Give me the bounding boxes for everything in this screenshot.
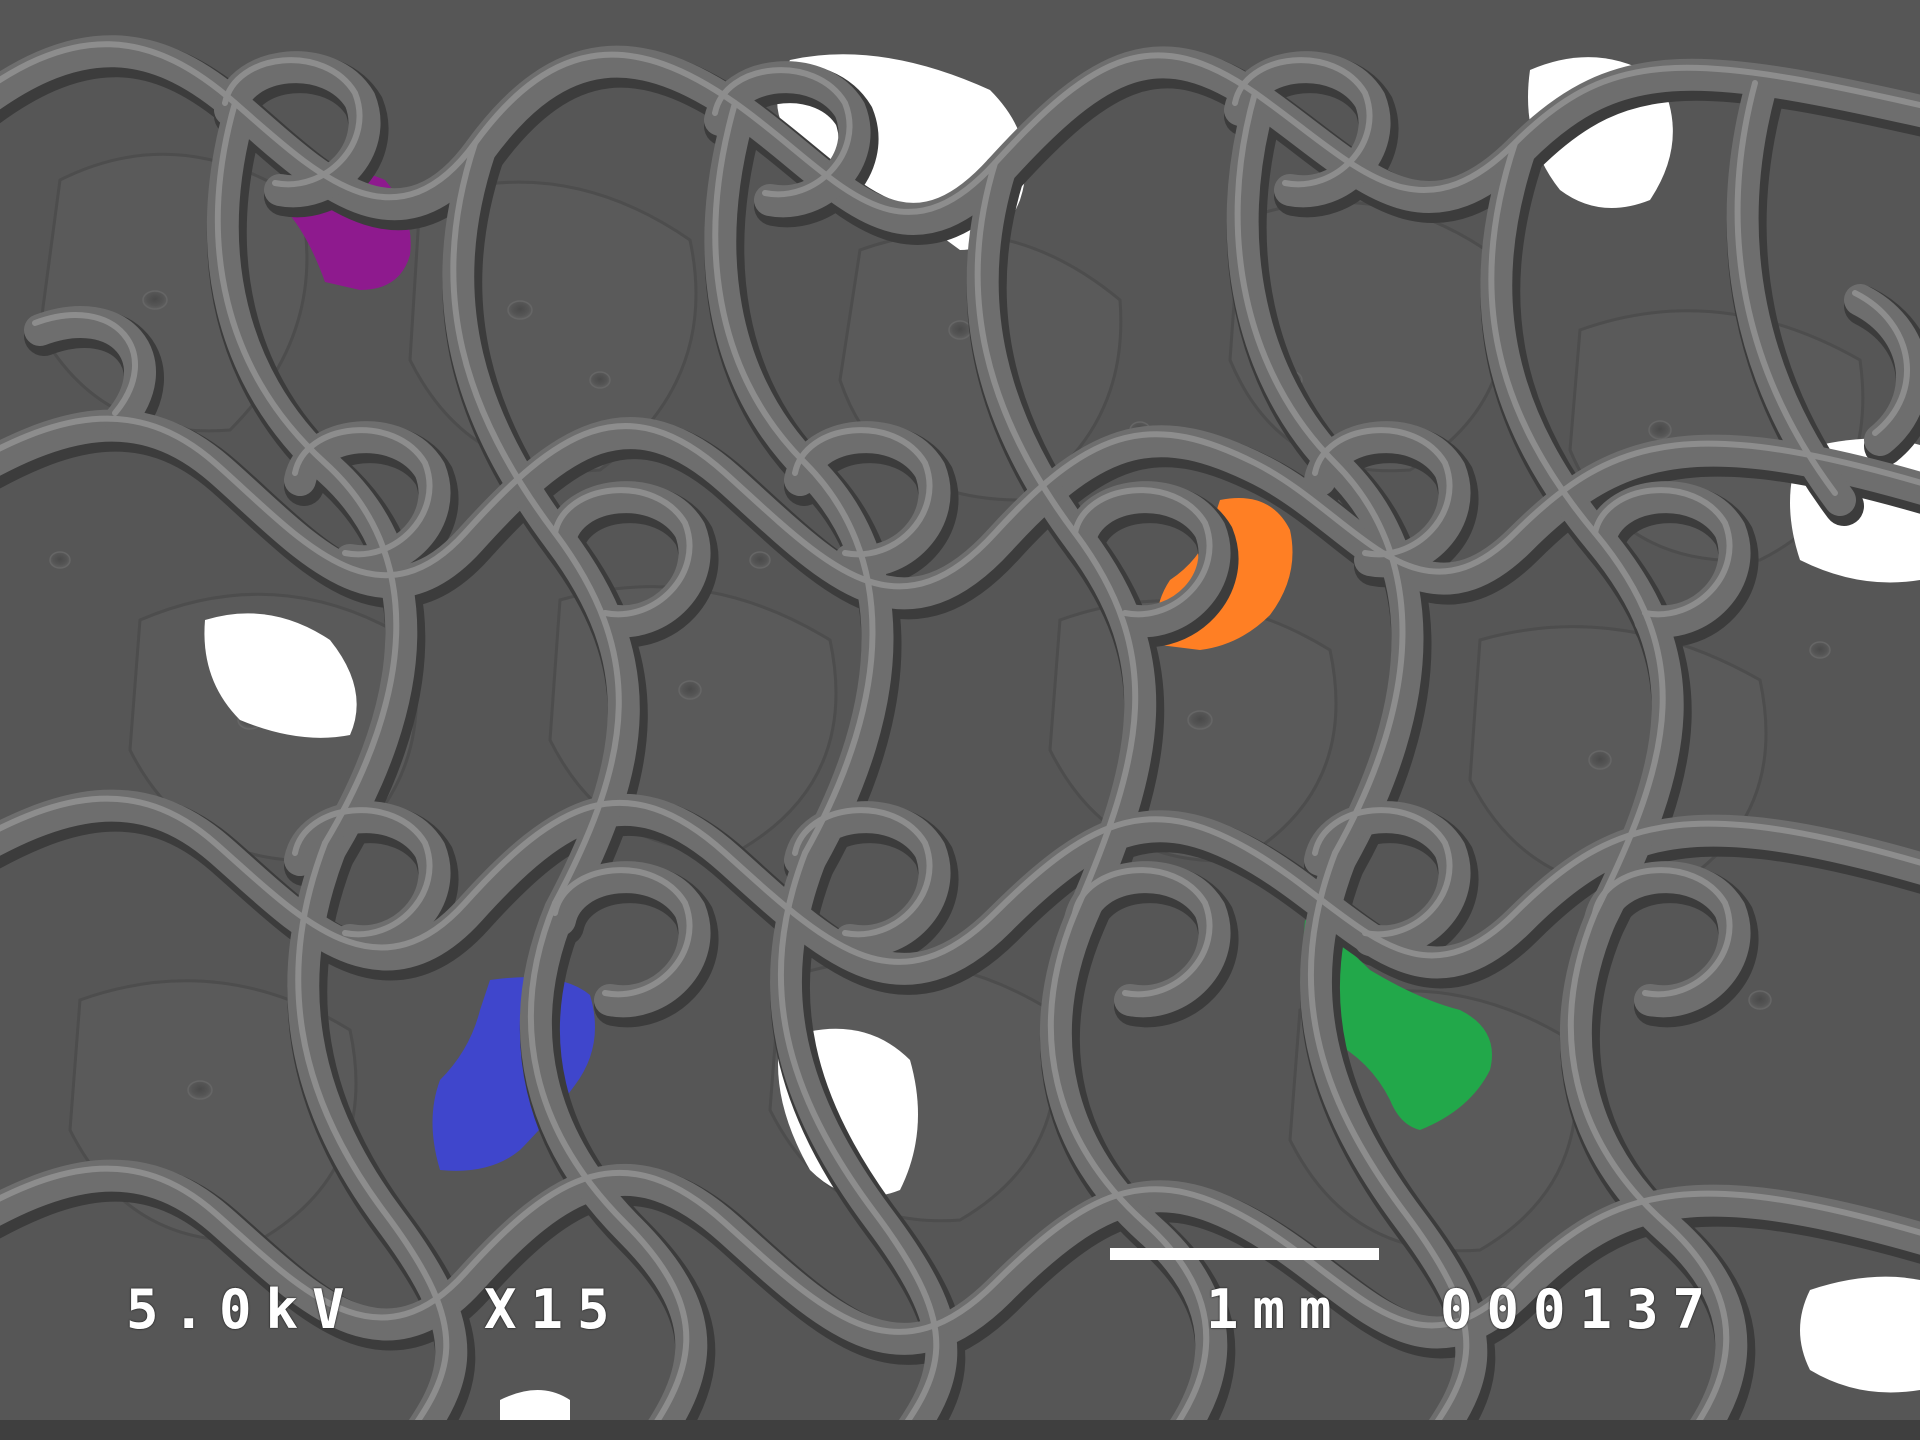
knit-fiber-strand xyxy=(1312,427,1453,558)
membrane-edge xyxy=(0,1420,1920,1440)
scale-bar xyxy=(1110,1248,1379,1260)
knit-fiber-strand xyxy=(0,795,1920,965)
knit-fiber-strand xyxy=(792,807,933,938)
knit-fiber-strand xyxy=(1312,807,1453,938)
scale-bar-label: 1mm xyxy=(1206,1278,1346,1341)
fiber-highlights xyxy=(0,41,1920,1440)
knit-fiber-strand xyxy=(0,1165,1920,1335)
knit-fiber-strand xyxy=(1048,910,1210,1440)
knit-fiber-strand xyxy=(1852,290,1910,436)
pore-white xyxy=(204,613,357,738)
knit-fiber-strand xyxy=(777,850,940,1440)
knit-fiber-strand xyxy=(1568,910,1730,1440)
knit-fiber-strand xyxy=(292,427,433,558)
knit-fiber-strand xyxy=(1592,487,1733,618)
knit-fiber-strand xyxy=(1232,57,1373,188)
image-number-label: 000137 xyxy=(1440,1278,1720,1341)
knit-fiber-strand xyxy=(712,100,876,856)
knit-fiber-strand xyxy=(222,57,363,188)
knit-fiber-strand xyxy=(0,415,1920,590)
knit-fiber-strand xyxy=(712,67,853,198)
knit-fiber-strand xyxy=(1072,487,1213,618)
knit-fiber-strand xyxy=(552,487,693,618)
knit-fiber-strand xyxy=(1592,867,1733,998)
knit-fiber-strand xyxy=(292,807,433,938)
magnification-label: X15 xyxy=(484,1278,624,1341)
voltage-label: 5.0kV xyxy=(126,1278,359,1341)
knit-fiber-strand xyxy=(528,900,690,1440)
knit-fiber-strand xyxy=(792,427,933,558)
knit-fiber-strand xyxy=(295,840,450,1440)
knit-fiber-strand xyxy=(1072,867,1213,998)
pore-white xyxy=(1800,1276,1920,1393)
knit-fiber-strand xyxy=(1307,850,1470,1440)
knit-fiber-strand xyxy=(1234,90,1406,856)
knit-fiber-strand xyxy=(32,312,138,416)
knit-fiber-strand xyxy=(1734,80,1838,496)
pore-green xyxy=(1300,920,1492,1130)
knit-fiber-strand xyxy=(214,100,400,846)
knit-fiber-strand xyxy=(552,867,693,998)
